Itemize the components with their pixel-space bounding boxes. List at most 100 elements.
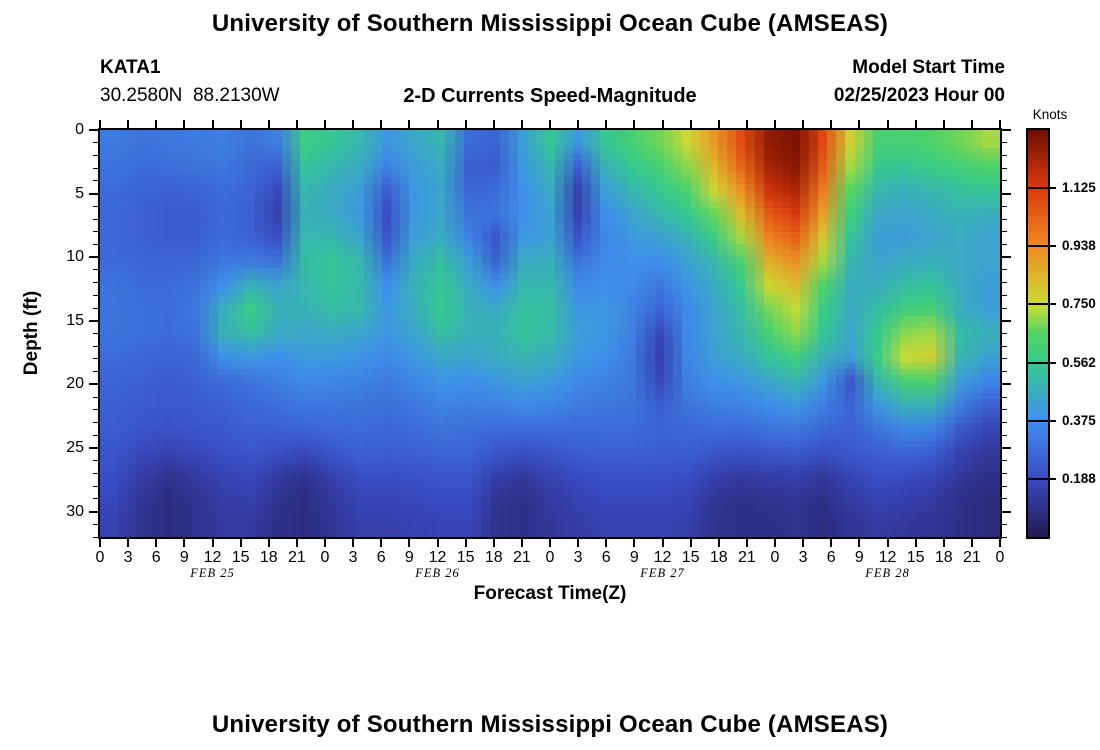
x-tick-label: 12: [428, 549, 447, 566]
x-tick-mark: [239, 539, 242, 547]
y-tick-label: 30: [66, 502, 84, 520]
x-tick-mark-top: [267, 120, 270, 128]
y-tick-mark: [93, 434, 98, 436]
x-day-label: FEB 28: [865, 566, 910, 580]
x-tick-mark: [717, 539, 720, 547]
x-tick-mark: [99, 539, 101, 547]
x-tick-label: 21: [512, 549, 531, 566]
y-tick-mark: [93, 167, 98, 169]
y-tick-mark-right: [1002, 498, 1007, 500]
y-tick-mark-right: [1002, 446, 1011, 449]
y-tick-mark: [93, 536, 98, 538]
x-tick-mark: [436, 539, 439, 547]
x-tick-mark-top: [577, 120, 580, 128]
x-tick-mark-top: [352, 120, 355, 128]
x-tick-label: 15: [906, 549, 925, 566]
y-tick-mark-right: [1002, 345, 1007, 347]
colorbar-tick-mark: [1026, 245, 1056, 248]
colorbar-gradient: [1028, 130, 1048, 537]
colorbar-tick-label: 0.938: [1062, 238, 1096, 254]
y-tick-mark: [89, 383, 98, 386]
x-tick-label: 12: [878, 549, 897, 566]
x-tick-mark: [352, 539, 355, 547]
x-tick-mark-top: [239, 120, 242, 128]
x-tick-mark: [267, 539, 270, 547]
x-tick-mark: [155, 539, 158, 547]
colorbar-tick-label: 0.750: [1062, 296, 1096, 312]
x-tick-label: 3: [573, 549, 583, 566]
x-tick-label: 6: [601, 549, 611, 566]
x-axis-title: Forecast Time(Z): [473, 583, 627, 604]
y-tick-mark-right: [1002, 129, 1011, 131]
y-tick-mark: [93, 205, 98, 207]
y-tick-mark-right: [1002, 269, 1007, 271]
y-tick-mark-right: [1002, 154, 1007, 156]
y-tick-mark-right: [1002, 307, 1007, 309]
x-tick-mark-top: [549, 120, 551, 128]
y-tick-mark-right: [1002, 319, 1011, 322]
x-tick-mark: [605, 539, 608, 547]
x-tick-mark: [549, 539, 551, 547]
x-tick-mark-top: [380, 120, 383, 128]
x-tick-mark-top: [436, 120, 439, 128]
x-tick-mark-top: [605, 120, 608, 128]
x-tick-mark: [577, 539, 580, 547]
x-tick-mark-top: [661, 120, 664, 128]
x-tick-mark: [830, 539, 833, 547]
y-tick-mark: [93, 498, 98, 500]
x-tick-mark-top: [99, 120, 101, 128]
x-tick-label: 9: [404, 549, 414, 566]
x-day-label: FEB 27: [640, 566, 685, 580]
chart-subtitle: 2-D Currents Speed-Magnitude: [403, 85, 697, 107]
y-tick-mark: [93, 231, 98, 233]
station-id: KATA1: [100, 57, 161, 78]
colorbar-tick-mark: [1026, 419, 1056, 422]
colorbar-tick-label: 0.188: [1062, 470, 1096, 486]
y-tick-mark: [89, 446, 98, 449]
x-tick-label: 0: [320, 549, 330, 566]
y-tick-mark-right: [1002, 383, 1011, 386]
y-tick-mark: [93, 358, 98, 360]
x-tick-mark-top: [492, 120, 495, 128]
x-tick-label: 0: [95, 549, 105, 566]
x-tick-mark: [745, 539, 748, 547]
x-tick-label: 3: [348, 549, 358, 566]
y-tick-mark: [93, 269, 98, 271]
x-tick-label: 21: [962, 549, 981, 566]
station-coordinates: 30.2580N 88.2130W: [100, 85, 280, 106]
y-tick-mark-right: [1002, 472, 1007, 474]
next-panel-title: University of Southern Mississippi Ocean…: [211, 711, 889, 738]
y-tick-mark-right: [1002, 485, 1007, 487]
x-tick-label: 3: [123, 549, 133, 566]
x-tick-mark: [492, 539, 495, 547]
x-tick-label: 15: [231, 549, 250, 566]
x-tick-mark-top: [464, 120, 467, 128]
y-tick-mark: [93, 396, 98, 398]
x-tick-mark: [802, 539, 805, 547]
x-tick-label: 21: [287, 549, 306, 566]
x-tick-mark: [661, 539, 664, 547]
x-tick-mark: [324, 539, 326, 547]
x-tick-label: 6: [151, 549, 161, 566]
y-tick-mark-right: [1002, 333, 1007, 334]
x-tick-label: 0: [770, 549, 780, 566]
x-tick-mark: [999, 539, 1001, 547]
x-tick-mark-top: [183, 120, 186, 128]
x-tick-mark-top: [155, 120, 158, 128]
y-tick-mark-right: [1002, 409, 1007, 411]
y-tick-label: 0: [75, 121, 84, 138]
x-tick-label: 9: [854, 549, 864, 566]
y-tick-mark-right: [1002, 294, 1007, 296]
colorbar-unit-label: Knots: [1032, 107, 1068, 122]
x-tick-label: 9: [629, 549, 639, 566]
x-tick-mark-top: [324, 120, 326, 128]
y-tick-mark: [93, 422, 98, 424]
x-tick-mark-top: [802, 120, 805, 128]
y-tick-mark: [93, 523, 98, 525]
y-tick-mark-right: [1002, 180, 1007, 182]
y-tick-mark-right: [1002, 358, 1007, 360]
x-tick-mark: [942, 539, 945, 547]
y-tick-mark-right: [1002, 282, 1007, 284]
y-tick-mark-right: [1002, 167, 1007, 169]
x-tick-label: 0: [545, 549, 555, 566]
